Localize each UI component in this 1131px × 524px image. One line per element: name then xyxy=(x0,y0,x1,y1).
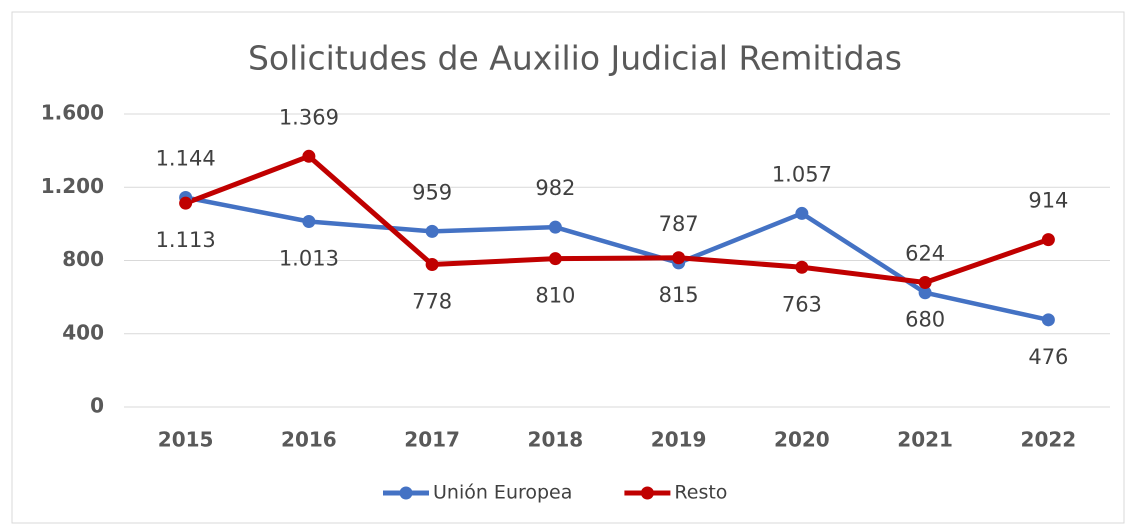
x-tick-label: 2019 xyxy=(651,428,707,452)
data-point xyxy=(795,260,809,274)
data-label: 815 xyxy=(659,283,699,307)
data-label: 959 xyxy=(412,180,452,204)
legend-marker xyxy=(399,486,413,500)
x-tick-label: 2015 xyxy=(158,428,214,452)
y-tick-label: 800 xyxy=(62,247,104,271)
chart-frame xyxy=(11,11,1125,524)
y-tick-label: 1.200 xyxy=(41,174,104,198)
data-point xyxy=(918,286,932,300)
data-label: 1.113 xyxy=(156,228,216,252)
data-point xyxy=(672,251,686,265)
data-point xyxy=(302,149,316,163)
x-tick-label: 2017 xyxy=(404,428,460,452)
x-tick-label: 2016 xyxy=(281,428,337,452)
data-point xyxy=(548,252,562,266)
data-label: 1.144 xyxy=(156,147,216,171)
y-tick-label: 400 xyxy=(62,320,104,344)
legend-label: Unión Europea xyxy=(433,482,572,504)
data-label: 982 xyxy=(535,176,575,200)
data-point xyxy=(425,224,439,238)
data-label: 1.057 xyxy=(772,162,832,186)
data-label: 1.369 xyxy=(279,105,339,129)
x-tick-label: 2020 xyxy=(774,428,830,452)
data-label: 763 xyxy=(782,292,822,316)
data-point xyxy=(1041,233,1055,247)
x-tick-label: 2021 xyxy=(897,428,953,452)
data-label: 778 xyxy=(412,290,452,314)
data-label: 680 xyxy=(905,307,945,331)
data-label: 624 xyxy=(905,242,945,266)
data-label: 1.013 xyxy=(279,246,339,270)
x-tick-label: 2018 xyxy=(528,428,584,452)
data-label: 476 xyxy=(1028,345,1068,369)
legend-marker xyxy=(640,486,654,500)
data-point xyxy=(1041,313,1055,327)
chart-title: Solicitudes de Auxilio Judicial Remitida… xyxy=(248,39,902,78)
data-point xyxy=(302,214,316,228)
x-tick-label: 2022 xyxy=(1021,428,1077,452)
data-label: 914 xyxy=(1028,189,1068,213)
data-point xyxy=(425,258,439,272)
data-label: 787 xyxy=(659,212,699,236)
data-point xyxy=(548,220,562,234)
series-line xyxy=(184,153,1050,285)
legend-label: Resto xyxy=(674,482,727,504)
y-tick-label: 1.600 xyxy=(41,101,104,125)
data-point xyxy=(179,196,193,210)
data-label: 810 xyxy=(535,284,575,308)
data-point xyxy=(795,206,809,220)
data-point xyxy=(918,275,932,289)
y-tick-label: 0 xyxy=(90,394,104,418)
